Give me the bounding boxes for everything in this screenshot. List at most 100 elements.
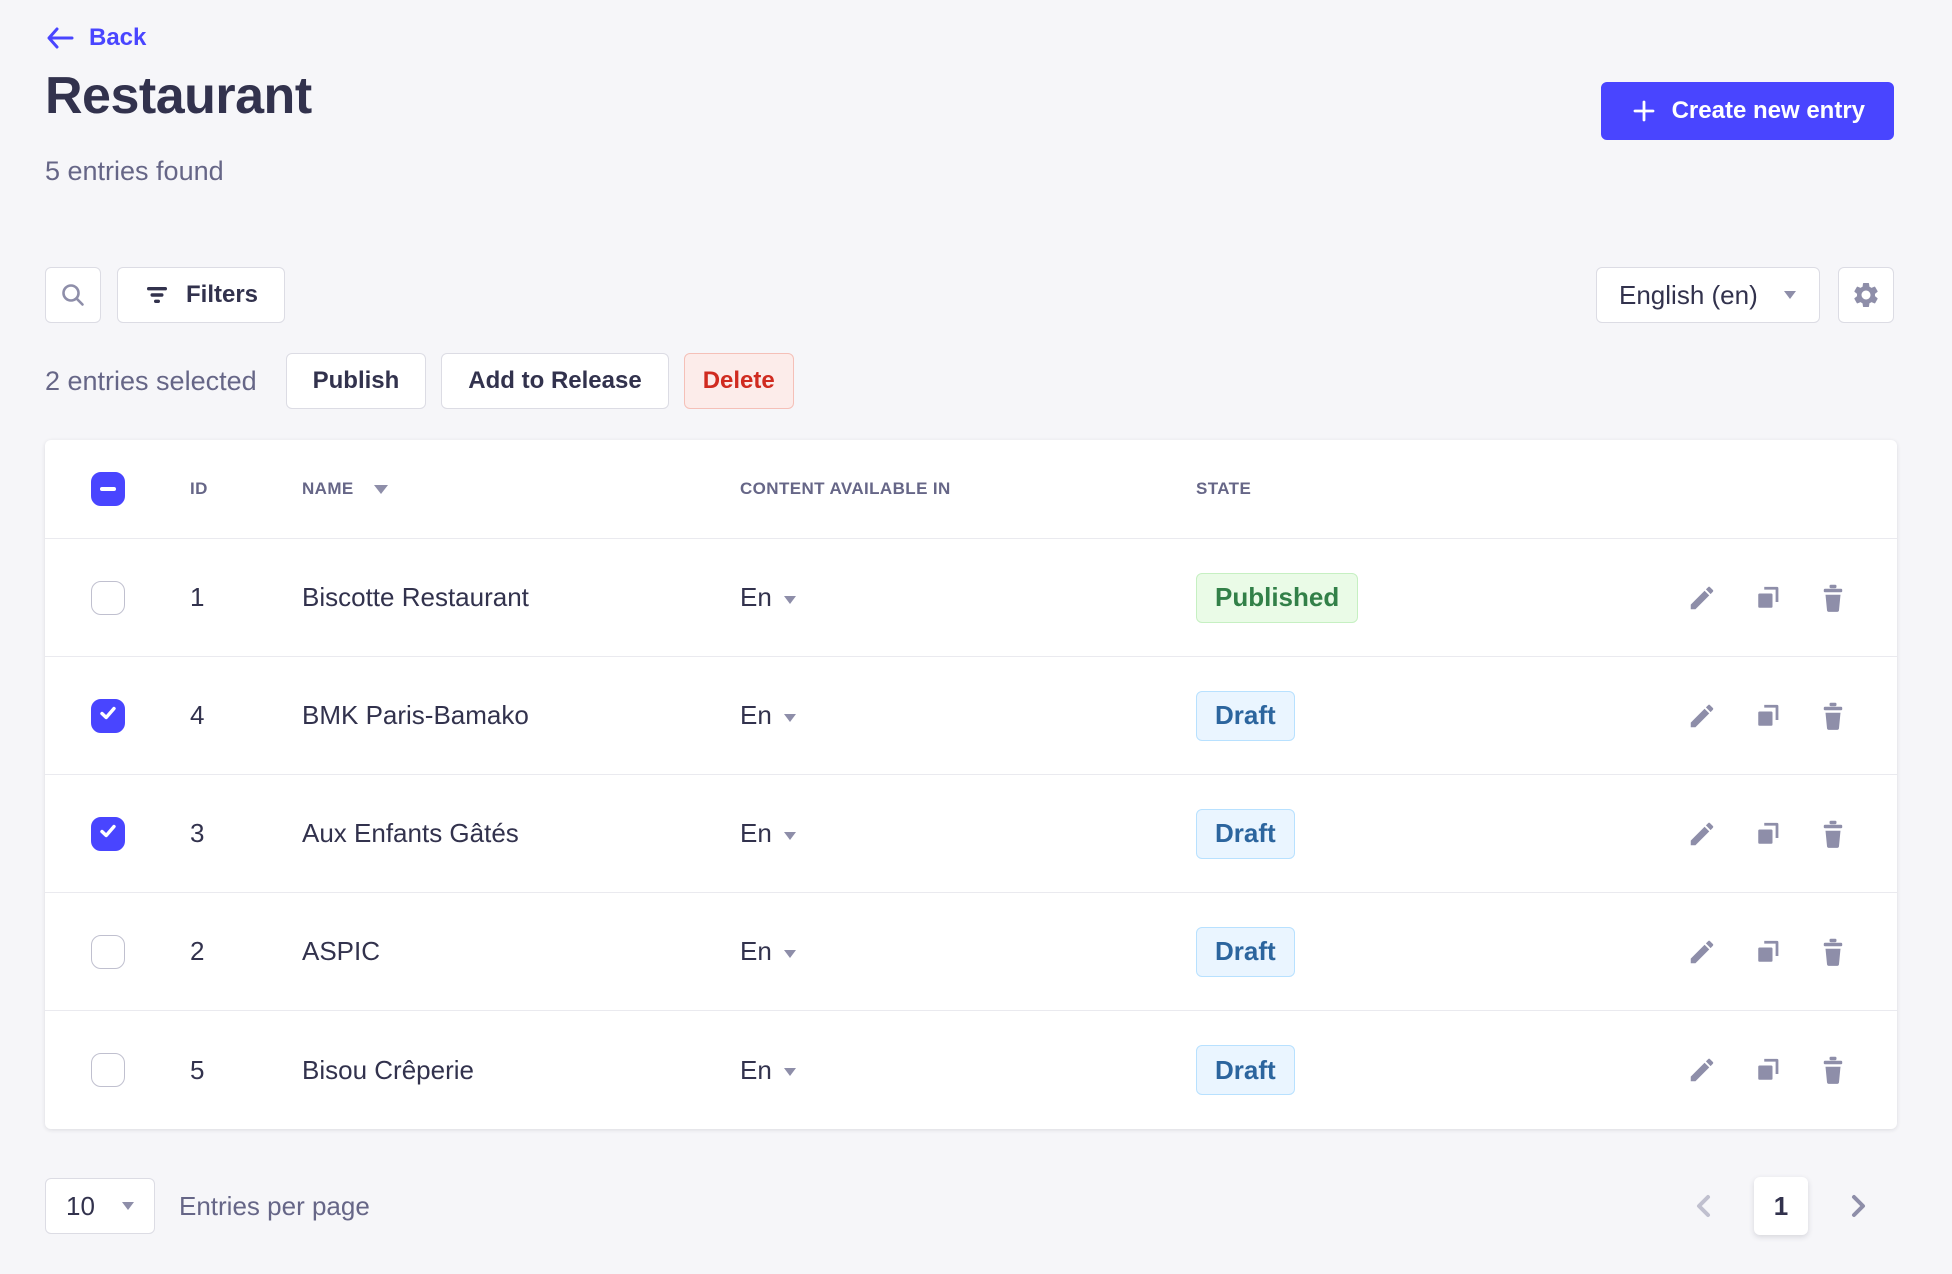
duplicate-button[interactable] <box>1753 701 1783 731</box>
trash-icon <box>1819 701 1847 731</box>
row-locale-label: En <box>740 1054 772 1085</box>
row-name: BMK Paris-Bamako <box>302 700 529 730</box>
publish-button[interactable]: Publish <box>285 353 427 409</box>
page-size-select[interactable]: 10 <box>45 1178 155 1234</box>
chevron-down-icon <box>783 949 796 958</box>
pencil-icon <box>1687 701 1717 731</box>
row-state-cell: Draft <box>1196 1045 1571 1095</box>
row-checkbox[interactable] <box>91 698 125 733</box>
pencil-icon <box>1687 937 1717 967</box>
row-id: 1 <box>190 582 205 612</box>
row-state-cell: Draft <box>1196 926 1571 977</box>
trash-button[interactable] <box>1819 701 1847 731</box>
row-locale-label: En <box>740 700 772 730</box>
filters-button[interactable]: Filters <box>117 267 286 323</box>
status-badge: Draft <box>1196 690 1295 741</box>
column-header-content-available-in: CONTENT AVAILABLE IN <box>740 479 951 498</box>
add-to-release-button[interactable]: Add to Release <box>441 353 669 409</box>
edit-button[interactable] <box>1687 819 1717 849</box>
page-size-value: 10 <box>66 1190 95 1221</box>
row-actions <box>1571 1055 1847 1085</box>
table-body: 1 Biscotte Restaurant En Published <box>45 539 1897 1129</box>
duplicate-button[interactable] <box>1753 1055 1783 1085</box>
next-page-button[interactable] <box>1836 1191 1880 1221</box>
row-locale-dropdown[interactable]: En <box>740 582 1196 613</box>
locale-select[interactable]: English (en) <box>1596 267 1820 323</box>
row-actions <box>1571 937 1847 967</box>
chevron-down-icon <box>783 831 796 840</box>
pagination-bar: 10 Entries per page 1 <box>45 1177 1880 1235</box>
row-id: 3 <box>190 818 205 848</box>
row-name: Aux Enfants Gâtés <box>302 818 519 848</box>
previous-page-button[interactable] <box>1682 1191 1726 1221</box>
page-1-button[interactable]: 1 <box>1754 1177 1808 1235</box>
trash-button[interactable] <box>1819 583 1847 613</box>
edit-button[interactable] <box>1687 937 1717 967</box>
checkmark-icon <box>98 821 118 846</box>
row-locale-label: En <box>740 818 772 848</box>
trash-button[interactable] <box>1819 819 1847 849</box>
row-locale-label: En <box>740 582 772 612</box>
duplicate-icon <box>1753 819 1783 849</box>
row-locale-dropdown[interactable]: En <box>740 1055 1196 1086</box>
search-icon <box>59 281 87 309</box>
toolbar: Filters English (en) <box>45 267 1894 323</box>
column-header-name[interactable]: NAME <box>302 479 740 499</box>
select-all-checkbox[interactable] <box>91 472 125 506</box>
row-state-cell: Published <box>1196 572 1571 623</box>
indeterminate-icon <box>100 487 116 491</box>
selection-count-text: 2 entries selected <box>45 365 257 396</box>
table-row: 2 ASPIC En Draft <box>45 893 1897 1011</box>
filters-label: Filters <box>186 281 259 308</box>
trash-button[interactable] <box>1819 937 1847 967</box>
trash-icon <box>1819 937 1847 967</box>
edit-button[interactable] <box>1687 583 1717 613</box>
table-row: 5 Bisou Crêperie En Draft <box>45 1011 1897 1129</box>
locale-selected-value: English (en) <box>1619 279 1758 310</box>
checkmark-icon <box>98 703 118 728</box>
status-badge: Draft <box>1196 1045 1295 1095</box>
row-checkbox[interactable] <box>91 580 125 615</box>
page-header: Back Restaurant Create new entry 5 entri… <box>0 0 1952 187</box>
row-name: Bisou Crêperie <box>302 1054 474 1085</box>
row-checkbox[interactable] <box>91 934 125 969</box>
search-button[interactable] <box>45 267 101 323</box>
row-checkbox[interactable] <box>91 816 125 851</box>
pencil-icon <box>1687 583 1717 613</box>
trash-icon <box>1819 819 1847 849</box>
back-arrow-icon <box>45 25 75 51</box>
trash-icon <box>1819 583 1847 613</box>
table-header-row: ID NAME CONTENT AVAILABLE IN STATE <box>45 440 1897 539</box>
back-link[interactable]: Back <box>45 24 146 52</box>
delete-button[interactable]: Delete <box>683 353 794 409</box>
row-actions <box>1571 819 1847 849</box>
edit-button[interactable] <box>1687 1055 1717 1085</box>
back-label: Back <box>89 24 147 51</box>
create-new-entry-label: Create new entry <box>1671 97 1865 124</box>
row-locale-dropdown[interactable]: En <box>740 700 1196 731</box>
filter-icon <box>144 283 170 307</box>
duplicate-button[interactable] <box>1753 583 1783 613</box>
row-locale-dropdown[interactable]: En <box>740 818 1196 849</box>
row-checkbox[interactable] <box>91 1053 125 1087</box>
plus-icon <box>1630 97 1658 125</box>
settings-button[interactable] <box>1838 267 1894 323</box>
edit-button[interactable] <box>1687 701 1717 731</box>
pencil-icon <box>1687 1055 1717 1085</box>
column-header-state: STATE <box>1196 479 1252 498</box>
duplicate-button[interactable] <box>1753 937 1783 967</box>
column-header-id[interactable]: ID <box>190 479 208 498</box>
chevron-down-icon <box>783 595 796 604</box>
pencil-icon <box>1687 819 1717 849</box>
duplicate-button[interactable] <box>1753 819 1783 849</box>
chevron-left-icon <box>1692 1191 1716 1221</box>
sort-caret-icon <box>373 484 388 494</box>
row-actions <box>1571 583 1847 613</box>
create-new-entry-button[interactable]: Create new entry <box>1600 82 1894 140</box>
status-badge: Draft <box>1196 926 1295 977</box>
trash-button[interactable] <box>1819 1055 1847 1085</box>
page-title: Restaurant <box>45 67 312 125</box>
chevron-right-icon <box>1846 1191 1870 1221</box>
row-locale-dropdown[interactable]: En <box>740 936 1196 967</box>
